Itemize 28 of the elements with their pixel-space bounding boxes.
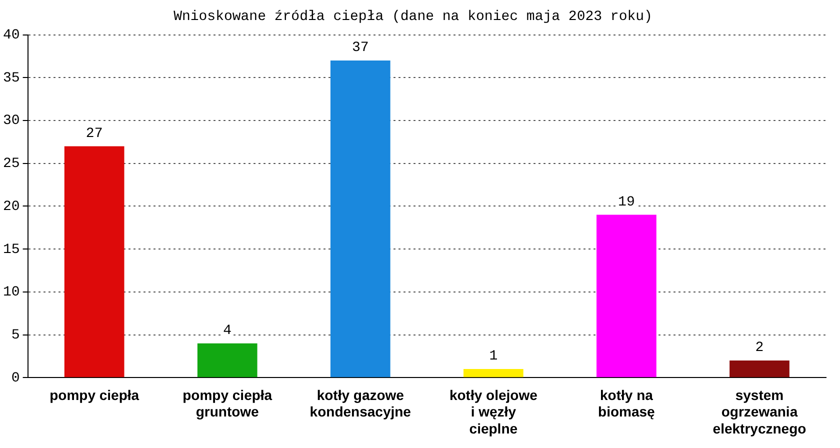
chart-title: Wnioskowane źródła ciepła (dane na koniec maja 2023 roku) xyxy=(174,9,652,26)
y-tick-label: 20 xyxy=(2,198,20,215)
y-tick-label: 25 xyxy=(2,156,20,172)
y-tick-label: 30 xyxy=(2,113,20,130)
y-tick-label: 35 xyxy=(2,70,20,86)
y-tick-label: 0 xyxy=(11,370,20,386)
bar xyxy=(730,360,790,378)
data-label: 19 xyxy=(618,194,635,210)
y-tick-label: 10 xyxy=(2,284,20,301)
bar xyxy=(64,146,124,378)
data-label: 27 xyxy=(86,126,103,142)
bar xyxy=(463,369,524,378)
x-tick-label: kotły gazowe kondensacyjne xyxy=(310,386,412,420)
x-tick-label: pompy ciepła xyxy=(50,386,140,403)
x-tick-label: kotły na biomasę xyxy=(598,386,656,420)
x-tick-label: system ogrzewania elektrycznego xyxy=(712,386,806,436)
data-label: 37 xyxy=(352,40,369,56)
y-tick-label: 40 xyxy=(2,28,20,44)
bar xyxy=(197,343,258,378)
bar xyxy=(596,214,656,378)
x-tick-label: pompy ciepła gruntowe xyxy=(182,386,272,420)
y-tick-label: 15 xyxy=(2,242,20,258)
y-tick-label: 5 xyxy=(11,327,20,344)
bar xyxy=(330,60,390,378)
data-label: 2 xyxy=(755,340,764,356)
data-label: 1 xyxy=(489,348,498,365)
x-tick-label: kotły olejowe i węzły cieplne xyxy=(449,386,538,436)
data-label: 4 xyxy=(223,323,232,340)
